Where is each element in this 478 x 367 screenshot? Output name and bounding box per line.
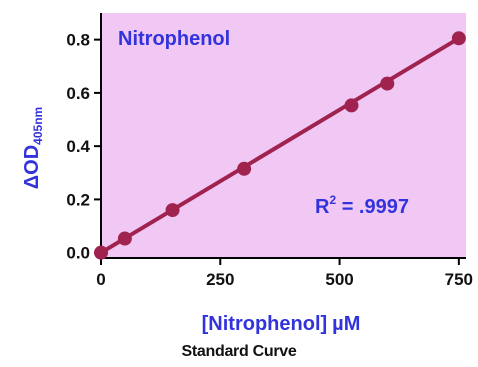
data-point [165,203,180,218]
data-point [94,245,108,260]
y-tick-label: 0.6 [66,84,90,103]
y-tick-label: 0.4 [66,137,90,156]
data-point [451,31,466,46]
fit-line [99,36,460,255]
figure-caption: Standard Curve [181,343,297,360]
data-point [237,161,252,176]
y-axis-title: ΔOD405nm [21,107,45,189]
x-axis-title: [Nitrophenol] µM [202,313,361,335]
data-point [344,98,359,113]
chart-title: Nitrophenol [118,28,230,50]
x-axis-title-main: [Nitrophenol] [202,313,328,335]
data-point [380,76,395,91]
r-squared-annotation: R2 = .9997 [315,193,409,218]
y-tick-label: 0.8 [66,31,90,50]
x-tick-label: 500 [325,270,353,289]
x-tick-label: 250 [206,270,234,289]
y-axis-title-main: ΔOD [21,145,43,189]
x-axis-title-unit: µM [332,313,360,335]
r-squared-symbol: R [315,196,330,218]
y-tick-label: 0.2 [66,190,90,209]
r-squared-superscript: 2 [329,193,336,207]
data-point [117,231,132,246]
y-tick-label: 0.0 [66,244,90,263]
x-tick-label: 0 [96,270,105,289]
y-axis-title-subscript: 405nm [31,107,45,145]
r-squared-value: = .9997 [336,196,409,218]
standard-curve-chart: 0.0 0.2 0.4 0.6 0.8 0 250 500 750 Nitrophenol R… [21,13,473,335]
x-tick-label: 750 [445,270,473,289]
